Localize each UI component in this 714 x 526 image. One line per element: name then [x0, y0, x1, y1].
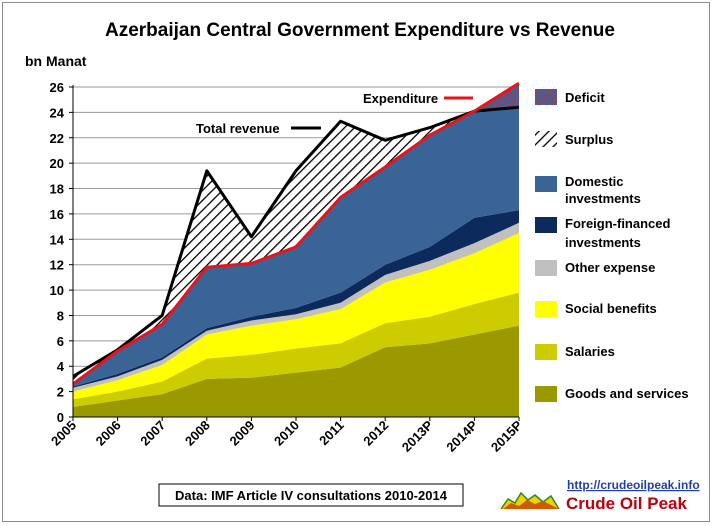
x-tick-label-2012: 2012 [360, 418, 391, 449]
source-text: Data: IMF Article IV consultations 2010-… [175, 488, 448, 503]
x-tick-label-2015P: 2015P [488, 417, 525, 454]
legend-label-foreign-line2: investments [565, 235, 641, 250]
source-box [158, 483, 464, 507]
brand-name: Crude Oil Peak [566, 494, 687, 513]
surplus-region-2011-2012 [340, 121, 386, 198]
legend-swatch-surplus [535, 131, 557, 147]
expenditure-annotation: Expenditure [363, 91, 473, 106]
chart-title: Azerbaijan Central Government Expenditur… [105, 20, 615, 41]
x-tick-label-2013P: 2013P [399, 417, 436, 454]
legend-swatch-deficit [535, 89, 557, 105]
legend-swatch-foreign-financed-investments [535, 217, 557, 233]
legend-label-domestic-line1: Domestic [565, 174, 624, 189]
y-tick-label-12: 12 [50, 258, 64, 273]
x-tick-label-2014P: 2014P [443, 417, 480, 454]
series-line-total-revenue [72, 105, 520, 378]
y-tick-label-0: 0 [57, 410, 64, 425]
legend-label-domestic-line2: investments [565, 191, 641, 206]
y-tick-label-14: 14 [50, 232, 65, 247]
y-tick-label-6: 6 [57, 334, 64, 349]
x-tick-labels: 2005 2006 2007 2008 2009 2010 2011 2012 2013P 201… [48, 417, 525, 454]
y-tick-label-16: 16 [50, 207, 64, 222]
x-tick-label-2007: 2007 [137, 418, 168, 449]
legend-swatch-other-expense [535, 260, 557, 276]
legend-label-surplus: Surplus [565, 132, 613, 147]
y-tick-label-4: 4 [57, 359, 65, 374]
legend-label-foreign-line1: Foreign-financed [565, 216, 671, 231]
x-tick-label-2005: 2005 [48, 418, 79, 449]
x-tick-label-2011: 2011 [316, 418, 347, 449]
surplus-region-2009-2010 [251, 170, 296, 264]
area-salaries [73, 292, 519, 407]
series-line-expenditure [72, 81, 520, 386]
stacked-areas [73, 83, 519, 417]
area-other-expense [73, 222, 519, 392]
legend-label-domestic-investments: Domestic investments [565, 174, 641, 206]
area-goods-and-services [73, 325, 519, 417]
revenue-label: Total revenue [196, 121, 280, 136]
legend-label-salaries: Salaries [565, 344, 615, 359]
legend-label-deficit: Deficit [565, 90, 605, 105]
legend: Deficit Surplus Domestic investments For… [535, 89, 689, 402]
source-note: Data: IMF Article IV consultations 2010-… [158, 483, 464, 507]
y-tick-label-26: 26 [50, 80, 64, 95]
y-tick-label-20: 20 [50, 156, 64, 171]
y-tick-label-2: 2 [57, 385, 64, 400]
y-axis-unit-label: bn Manat [25, 53, 87, 69]
area-social-benefits [73, 232, 519, 400]
legend-swatch-domestic-investments [535, 176, 557, 192]
legend-label-foreign-financed-investments: Foreign-financed investments [565, 216, 674, 250]
legend-swatch-salaries [535, 344, 557, 360]
brand-block: http://crudeoilpeak.info Crude Oil Peak [500, 478, 700, 513]
legend-label-other-expense: Other expense [565, 260, 655, 275]
expenditure-label: Expenditure [363, 91, 438, 106]
surplus-region-2010-2011 [296, 121, 341, 247]
legend-label-goods-and-services: Goods and services [565, 386, 689, 401]
legend-swatch-goods-and-services [535, 386, 557, 402]
y-tick-label-22: 22 [50, 131, 64, 146]
y-tick-label-18: 18 [50, 182, 64, 197]
legend-swatch-social-benefits [535, 301, 557, 317]
y-tick-label-10: 10 [50, 283, 64, 298]
area-foreign-financed-investments [73, 210, 519, 388]
x-tick-label-2008: 2008 [182, 418, 213, 449]
chart-svg: Azerbaijan Central Government Expenditur… [25, 20, 700, 513]
surplus-region-2008-2009 [206, 170, 252, 268]
x-tick-label-2010: 2010 [271, 418, 302, 449]
revenue-annotation: Total revenue [196, 121, 321, 136]
y-tick-label-8: 8 [57, 308, 64, 323]
brand-logo-icon [500, 491, 562, 510]
x-tick-label-2009: 2009 [226, 418, 257, 449]
site-url-link[interactable]: http://crudeoilpeak.info [567, 478, 700, 492]
x-tick-label-2006: 2006 [93, 418, 124, 449]
legend-label-social-benefits: Social benefits [565, 301, 657, 316]
y-tick-label-24: 24 [50, 105, 65, 120]
series-lines [72, 81, 520, 386]
axes [69, 85, 520, 421]
